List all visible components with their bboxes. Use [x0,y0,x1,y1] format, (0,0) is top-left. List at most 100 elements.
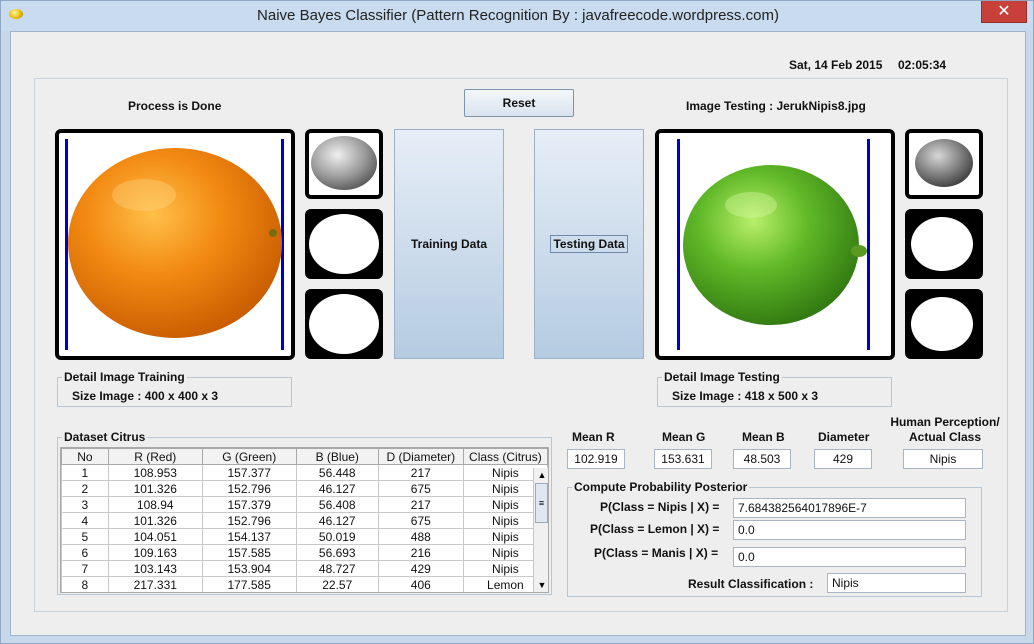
table-cell[interactable]: 104.051 [107,528,203,545]
table-cell[interactable]: 157.585 [201,544,297,561]
table-cell[interactable]: 152.796 [201,480,297,497]
table-cell[interactable]: 675 [377,512,464,529]
process-status: Process is Done [128,99,222,113]
table-cell[interactable]: 46.127 [295,512,379,529]
testing-data-button[interactable]: Testing Data [534,129,644,359]
scroll-up-arrow-icon[interactable]: ▲ [537,470,547,480]
table-cell[interactable]: 1 [61,464,109,481]
table-vertical-scrollbar[interactable]: ▲ ≡ ▼ [533,468,548,592]
table-cell[interactable]: 488 [377,528,464,545]
table-cell[interactable]: 217 [377,496,464,513]
table-cell[interactable]: Nipis [462,480,548,497]
table-cell[interactable]: 48.727 [295,560,379,577]
actual-class-field[interactable]: Nipis [903,449,983,469]
table-row[interactable]: 2 101.326 152.796 46.127 675 Nipis [61,480,548,497]
testing-binary-thumb-1 [905,209,983,279]
table-cell[interactable]: 153.904 [201,560,297,577]
lemon-prob-field[interactable]: 0.0 [733,520,966,540]
table-cell[interactable]: 675 [377,480,464,497]
column-header[interactable]: R (Red) [107,448,203,465]
dataset-table: No R (Red) G (Green) B (Blue) D (Diamete… [61,448,548,592]
column-header[interactable]: G (Green) [201,448,297,465]
result-field[interactable]: Nipis [827,573,966,593]
training-image-frame [55,129,295,360]
table-cell[interactable]: 8 [61,576,109,592]
column-header[interactable]: No [61,448,109,465]
table-header-row: No R (Red) G (Green) B (Blue) D (Diamete… [61,448,548,465]
table-cell[interactable]: 406 [377,576,464,592]
dataset-title: Dataset Citrus [62,430,148,444]
scroll-down-arrow-icon[interactable]: ▼ [537,580,547,590]
table-cell[interactable]: 177.585 [201,576,297,592]
table-cell[interactable]: 101.326 [107,512,203,529]
testing-grayscale-thumb [905,129,983,199]
table-row[interactable]: 8 217.331 177.585 22.57 406 Lemon [61,576,548,592]
table-cell[interactable]: 7 [61,560,109,577]
detail-testing-title: Detail Image Testing [662,370,782,384]
testing-image-frame [655,129,895,360]
column-header[interactable]: D (Diameter) [377,448,464,465]
table-cell[interactable]: 50.019 [295,528,379,545]
table-cell[interactable]: 22.57 [295,576,379,592]
column-header[interactable]: B (Blue) [295,448,379,465]
table-cell[interactable]: 157.377 [201,464,297,481]
manis-prob-field[interactable]: 0.0 [733,547,966,567]
table-row[interactable]: 7 103.143 153.904 48.727 429 Nipis [61,560,548,577]
table-cell[interactable]: 103.143 [107,560,203,577]
table-cell[interactable]: 56.408 [295,496,379,513]
dataset-group: Dataset Citrus No R (Red) G (Green) B (B… [57,430,552,595]
table-cell[interactable]: 108.953 [107,464,203,481]
table-cell[interactable]: 56.693 [295,544,379,561]
testing-data-label: Testing Data [550,235,628,253]
table-cell[interactable]: 3 [61,496,109,513]
mean-b-field[interactable]: 48.503 [733,449,791,469]
frame-marker-left [677,139,680,350]
table-cell[interactable]: 108.94 [107,496,203,513]
table-row[interactable]: 4 101.326 152.796 46.127 675 Nipis [61,512,548,529]
scroll-thumb[interactable]: ≡ [535,483,548,523]
table-row[interactable]: 6 109.163 157.585 56.693 216 Nipis [61,544,548,561]
table-cell[interactable]: 217.331 [107,576,203,592]
table-cell[interactable]: 46.127 [295,480,379,497]
mean-r-field[interactable]: 102.919 [567,449,625,469]
time-label: 02:05:34 [898,58,947,72]
close-button[interactable]: ✕ [981,1,1027,23]
table-cell[interactable]: 6 [61,544,109,561]
table-cell[interactable]: 56.448 [295,464,379,481]
lemon-prob-label: P(Class = Lemon | X) = [590,522,720,536]
testing-binary-thumb-2 [905,289,983,359]
table-cell[interactable]: 154.137 [201,528,297,545]
table-cell[interactable]: 217 [377,464,464,481]
orange-image [68,148,282,338]
table-cell[interactable]: Nipis [462,544,548,561]
manis-prob-label: P(Class = Manis | X) = [594,546,719,560]
column-header[interactable]: Class (Citrus) [462,448,548,465]
training-data-button[interactable]: Training Data [394,129,504,359]
table-cell[interactable]: 109.163 [107,544,203,561]
table-cell[interactable]: 429 [377,560,464,577]
mean-g-field[interactable]: 153.631 [654,449,712,469]
table-cell[interactable]: 5 [61,528,109,545]
frame-marker-right [867,139,870,350]
table-cell[interactable]: 152.796 [201,512,297,529]
dataset-table-viewport[interactable]: No R (Red) G (Green) B (Blue) D (Diamete… [60,447,549,593]
training-grayscale-thumb [305,129,383,199]
table-row[interactable]: 1 108.953 157.377 56.448 217 Nipis [61,464,548,481]
table-row[interactable]: 3 108.94 157.379 56.408 217 Nipis [61,496,548,513]
table-cell[interactable]: 101.326 [107,480,203,497]
nipis-prob-label: P(Class = Nipis | X) = [600,500,720,514]
reset-button[interactable]: Reset [464,89,574,117]
diameter-field[interactable]: 429 [814,449,872,469]
table-cell[interactable]: 4 [61,512,109,529]
lime-image [683,165,867,325]
table-cell[interactable]: Lemon [462,576,548,592]
dataset-table-body: 1 108.953 157.377 56.448 217 Nipis 2 101.326 152… [61,464,548,592]
training-binary-thumb-2 [305,289,383,359]
detail-testing-group: Detail Image Testing Size Image : 418 x … [657,370,892,407]
frame-marker-left [65,139,68,350]
nipis-prob-field[interactable]: 7.684382564017896E-7 [733,498,966,518]
table-cell[interactable]: 2 [61,480,109,497]
table-cell[interactable]: 216 [377,544,464,561]
table-cell[interactable]: 157.379 [201,496,297,513]
table-row[interactable]: 5 104.051 154.137 50.019 488 Nipis [61,528,548,545]
